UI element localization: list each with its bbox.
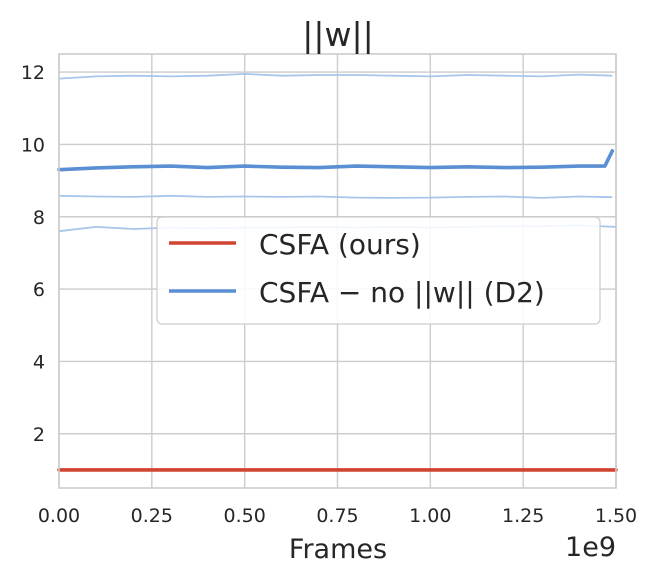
x-tick-label: 0.25: [131, 505, 173, 527]
series-lines: [57, 149, 618, 472]
y-tick-labels: 2 4 6 8 10 12: [21, 62, 45, 446]
x-tick-label: 0.50: [224, 505, 266, 527]
y-tick-label: 10: [21, 134, 45, 156]
y-tick-label: 6: [33, 279, 45, 301]
y-tick-label: 2: [33, 424, 45, 446]
legend: CSFA (ours) CSFA − no ||w|| (D2): [156, 216, 601, 325]
chart-title: ||w||: [302, 15, 373, 54]
x-tick-label: 0.00: [38, 505, 80, 527]
plot-frame: [58, 53, 617, 489]
y-tick-label: 4: [33, 351, 45, 373]
x-tick-label: 1.25: [502, 505, 544, 527]
x-tick-label: 1.00: [409, 505, 451, 527]
x-tick-label: 0.75: [316, 505, 358, 527]
x-axis-label: Frames: [289, 534, 387, 565]
legend-label-csfa-ours: CSFA (ours): [259, 228, 421, 261]
x-offset-label: 1e9: [565, 532, 616, 563]
y-tick-label: 8: [33, 207, 45, 229]
series-line-1: [57, 149, 615, 172]
faint-run-line-0: [58, 73, 613, 80]
faint-run-line-1: [58, 194, 613, 199]
y-tick-label: 12: [21, 62, 45, 84]
x-tick-label: 1.50: [595, 505, 637, 527]
legend-box: [156, 216, 601, 325]
legend-label-csfa-no-w: CSFA − no ||w|| (D2): [259, 276, 545, 309]
x-tick-labels: 0.00 0.25 0.50 0.75 1.00 1.25 1.50: [38, 505, 637, 527]
